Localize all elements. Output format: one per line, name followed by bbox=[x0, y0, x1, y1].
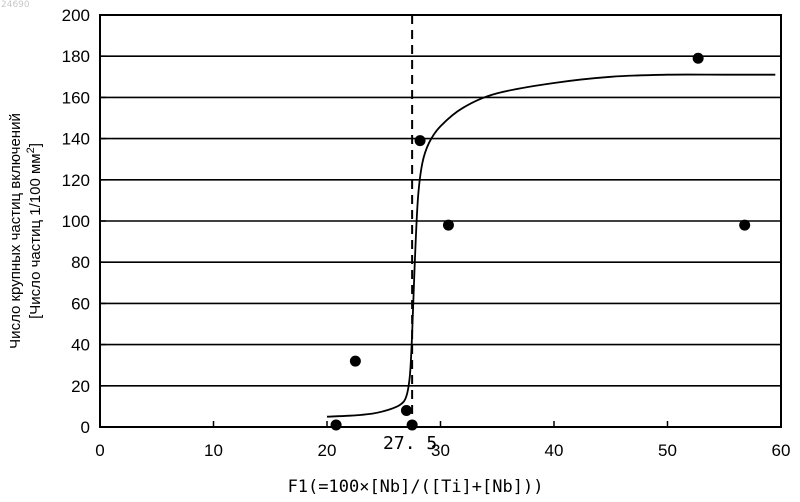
fit-curve bbox=[327, 75, 775, 417]
y-tick-label-40: 40 bbox=[71, 336, 90, 355]
x-tick-label-10: 10 bbox=[204, 441, 223, 460]
data-point-8 bbox=[739, 220, 750, 231]
y-tick-label-0: 0 bbox=[81, 418, 90, 437]
y-tick-label-200: 200 bbox=[62, 6, 90, 25]
y-tick-label-20: 20 bbox=[71, 377, 90, 396]
x-tick-label-60: 60 bbox=[772, 441, 791, 460]
x-tick-label-0: 0 bbox=[95, 441, 104, 460]
grid-lines bbox=[100, 56, 781, 386]
x-axis-label: F1(=100×[Nb]/([Ti]+[Nb])) bbox=[288, 477, 544, 497]
y-tick-label-120: 120 bbox=[62, 171, 90, 190]
data-point-5 bbox=[415, 135, 426, 146]
data-point-4 bbox=[407, 419, 418, 430]
x-tick-label-50: 50 bbox=[658, 441, 677, 460]
data-point-6 bbox=[443, 220, 454, 231]
y-tick-label-80: 80 bbox=[71, 253, 90, 272]
x-tick-label-40: 40 bbox=[545, 441, 564, 460]
threshold-label: 27. 5 bbox=[383, 433, 437, 454]
y-axis-label-line2-prefix: [Число частиц 1/100 мм bbox=[27, 153, 44, 318]
data-point-2 bbox=[350, 356, 361, 367]
data-points bbox=[331, 53, 751, 431]
y-axis-label-line1: Число крупных частиц включений bbox=[7, 113, 24, 349]
y-tick-label-160: 160 bbox=[62, 88, 90, 107]
y-axis-label-line2: [Число частиц 1/100 мм2] bbox=[25, 143, 44, 319]
data-point-1 bbox=[331, 419, 342, 430]
y-tick-label-60: 60 bbox=[71, 294, 90, 313]
data-point-3 bbox=[401, 405, 412, 416]
y-tick-label-100: 100 bbox=[62, 212, 90, 231]
x-tick-label-20: 20 bbox=[318, 441, 337, 460]
y-tick-label-140: 140 bbox=[62, 130, 90, 149]
y-tick-label-180: 180 bbox=[62, 47, 90, 66]
data-point-7 bbox=[693, 53, 704, 64]
y-axis-label-line2-suffix: ] bbox=[27, 143, 44, 147]
